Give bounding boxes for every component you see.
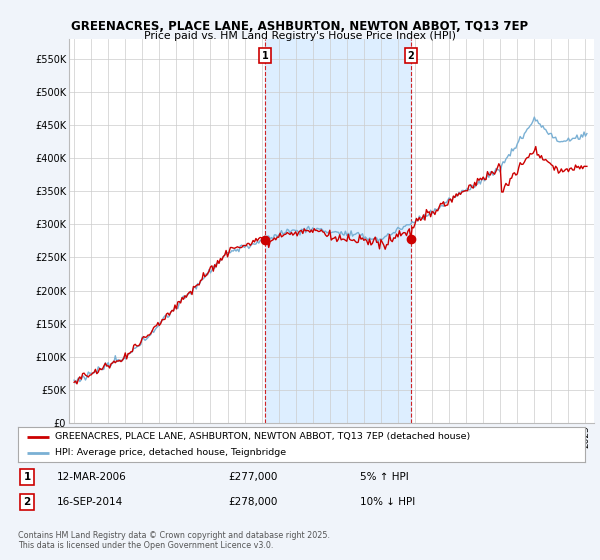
Text: 1: 1	[262, 51, 268, 60]
Text: GREENACRES, PLACE LANE, ASHBURTON, NEWTON ABBOT, TQ13 7EP (detached house): GREENACRES, PLACE LANE, ASHBURTON, NEWTO…	[55, 432, 470, 441]
Bar	[265, 39, 411, 423]
Text: 1: 1	[23, 472, 31, 482]
Text: 10% ↓ HPI: 10% ↓ HPI	[360, 497, 415, 507]
Text: 2: 2	[23, 497, 31, 507]
Text: £278,000: £278,000	[228, 497, 277, 507]
Text: 16-SEP-2014: 16-SEP-2014	[57, 497, 123, 507]
Text: GREENACRES, PLACE LANE, ASHBURTON, NEWTON ABBOT, TQ13 7EP: GREENACRES, PLACE LANE, ASHBURTON, NEWTO…	[71, 20, 529, 32]
Text: Price paid vs. HM Land Registry's House Price Index (HPI): Price paid vs. HM Land Registry's House …	[144, 31, 456, 41]
Text: HPI: Average price, detached house, Teignbridge: HPI: Average price, detached house, Teig…	[55, 448, 286, 457]
Text: 12-MAR-2006: 12-MAR-2006	[57, 472, 127, 482]
Text: £277,000: £277,000	[228, 472, 277, 482]
Text: 5% ↑ HPI: 5% ↑ HPI	[360, 472, 409, 482]
Text: Contains HM Land Registry data © Crown copyright and database right 2025.
This d: Contains HM Land Registry data © Crown c…	[18, 531, 330, 550]
Text: 2: 2	[407, 51, 414, 60]
